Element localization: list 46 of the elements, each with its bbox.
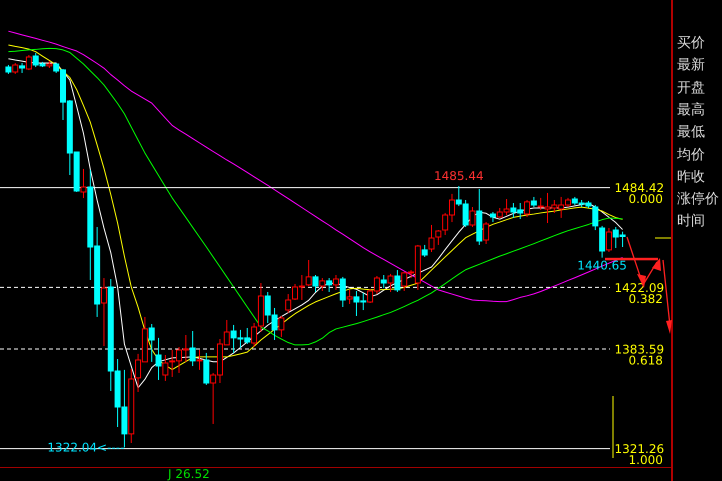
candlestick <box>26 54 32 71</box>
annotation: 1485.44 <box>434 169 484 183</box>
text: 开盘 <box>677 78 705 97</box>
candlestick <box>606 227 612 252</box>
candlestick <box>190 330 196 367</box>
candlestick <box>380 274 387 288</box>
candlestick <box>524 199 530 218</box>
candlestick <box>312 274 318 292</box>
candlestick <box>278 315 284 338</box>
candlestick <box>100 278 107 347</box>
candlestick <box>162 354 168 382</box>
candlestick <box>148 323 155 362</box>
text: 昨收 <box>677 168 705 186</box>
text: 涨停价 <box>677 190 719 208</box>
candlestick <box>203 352 210 386</box>
candlestick <box>483 222 490 244</box>
text: 最新 <box>677 56 705 74</box>
candlestick <box>422 244 428 258</box>
candlestick <box>530 196 537 208</box>
text: 最高 <box>677 100 705 119</box>
text: 均价 <box>677 146 705 164</box>
candlestick <box>435 230 442 246</box>
candlestick <box>599 225 606 258</box>
candlestick <box>469 206 476 228</box>
text: 买价 <box>677 34 705 52</box>
candlestick <box>340 276 346 308</box>
text: 时间 <box>677 212 705 230</box>
candlestick <box>80 168 86 199</box>
candlestick <box>12 62 18 74</box>
candlestick <box>196 349 202 370</box>
annotation: J 26.52 <box>168 467 210 481</box>
candlestick <box>306 259 312 287</box>
candlestick <box>346 289 353 304</box>
candlestick <box>490 211 496 223</box>
text: 最低 <box>677 123 705 142</box>
candlestick <box>428 224 435 252</box>
candlestick <box>19 62 26 74</box>
candlestick <box>332 274 339 290</box>
candlestick <box>394 270 400 292</box>
candlestick <box>156 337 162 380</box>
candlestick <box>319 278 326 292</box>
candlestick <box>285 294 292 314</box>
candlestick <box>326 278 332 292</box>
candlestick <box>592 204 598 231</box>
candlestick <box>251 322 258 348</box>
candlestick <box>388 273 394 292</box>
